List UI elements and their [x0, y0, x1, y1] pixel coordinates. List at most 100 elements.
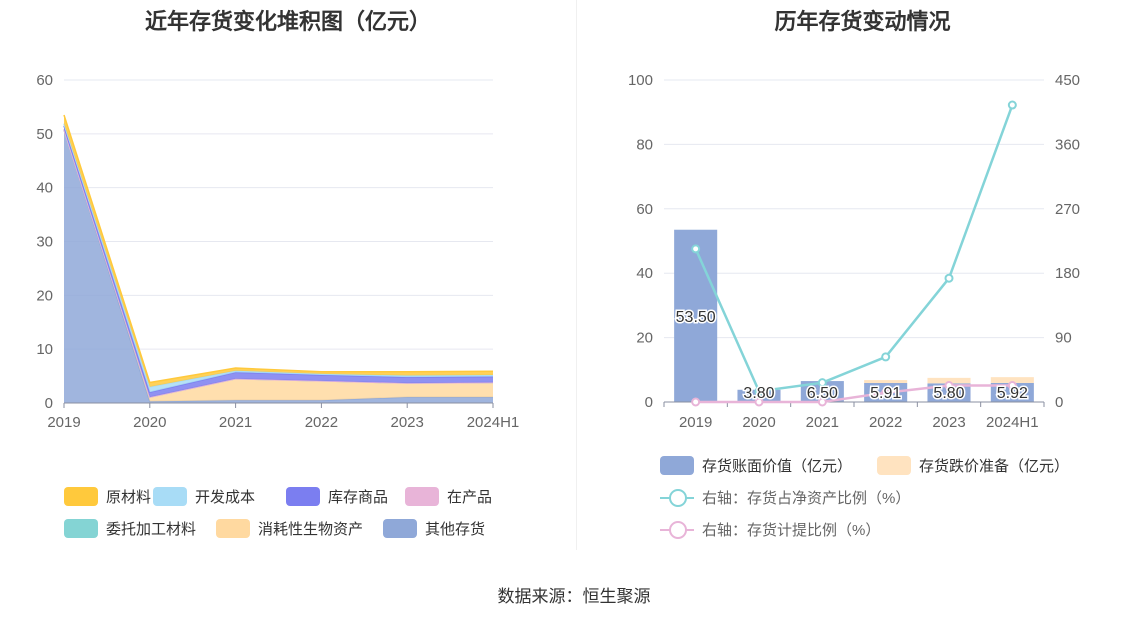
- stacked-area-chart: 0 10 20 30 40 50 60 2019 2020 2021 2022 2023 2024H1: [36, 72, 520, 431]
- legend-item[interactable]: 原材料: [64, 486, 151, 507]
- line-point: [944, 273, 954, 283]
- y2-tick-label: 0: [1055, 394, 1063, 411]
- y2-tick-label: 360: [1055, 136, 1080, 153]
- bar-data-label: 5.92: [997, 385, 1028, 402]
- bar-impairment: [990, 377, 1034, 383]
- line-point: [881, 352, 891, 362]
- legend-item[interactable]: 存货账面价值（亿元）: [660, 455, 852, 476]
- y-tick-label: 0: [45, 395, 53, 412]
- area-line-6: [63, 114, 494, 384]
- y2-tick-label: 180: [1055, 265, 1080, 282]
- x-tick-label: 2019: [47, 414, 80, 431]
- legend-swatch: [64, 487, 98, 506]
- bar-book-value: [800, 381, 844, 402]
- legend-label: 消耗性生物资产: [258, 521, 364, 538]
- legend-item[interactable]: 右轴：存货占净资产比例（%）: [660, 487, 910, 508]
- x-tick-label: 2019: [679, 414, 712, 431]
- bar-impairment: [927, 377, 971, 384]
- legend-item[interactable]: 委托加工材料: [64, 518, 196, 539]
- panel-divider: [576, 0, 577, 550]
- legend-label: 在产品: [447, 489, 493, 506]
- legend-item[interactable]: 消耗性生物资产: [216, 518, 363, 539]
- x-tick-label: 2021: [806, 414, 839, 431]
- legend-swatch: [660, 456, 694, 475]
- x-tick-label: 2020: [742, 414, 775, 431]
- x-tick-label: 2021: [219, 414, 252, 431]
- x-tick-label: 2023: [391, 414, 424, 431]
- line-point: [754, 386, 764, 396]
- right-chart-panel: 历年存货变动情况 0 20 40 60 80 100 0 90 180 270 360 450 2019…: [577, 0, 1148, 550]
- bar-book-value: [737, 389, 781, 402]
- y-tick-label: 60: [36, 72, 53, 89]
- x-tick-label: 2023: [932, 414, 965, 431]
- y-tick-label: 30: [36, 234, 53, 251]
- line-point: [944, 381, 954, 391]
- bar-data-label: 6.50: [807, 385, 838, 402]
- y-tick-label: 10: [36, 341, 53, 358]
- line-point: [1007, 381, 1017, 391]
- x-tick-label: 2024H1: [467, 414, 520, 431]
- line-point: [691, 244, 701, 254]
- left-chart-title: 近年存货变化堆积图（亿元）: [144, 9, 431, 34]
- legend-item[interactable]: 右轴：存货计提比例（%）: [660, 519, 880, 540]
- bar-data-label: 53.50: [676, 309, 716, 326]
- legend-label: 其他存货: [425, 521, 486, 538]
- bar-impairment: [864, 380, 908, 383]
- bar-line-chart: 0 20 40 60 80 100 0 90 180 270 360 450 2019 2020 2021 2…: [628, 72, 1080, 431]
- legend-label: 开发成本: [195, 489, 256, 506]
- y-tick-label: 40: [636, 265, 653, 282]
- bar-book-value: [674, 229, 718, 402]
- line-point: [754, 397, 764, 407]
- bar-data-label: 3.80: [743, 385, 774, 402]
- legend-label: 存货跌价准备（亿元）: [919, 458, 1070, 475]
- legend-swatch: [405, 487, 439, 506]
- y-tick-label: 40: [36, 180, 53, 197]
- line-point: [817, 397, 827, 407]
- x-tick-label: 2020: [133, 414, 166, 431]
- y-tick-label: 20: [636, 330, 653, 347]
- line-series-1: [695, 384, 1013, 404]
- legend-label: 库存商品: [328, 489, 389, 506]
- x-tick-label: 2022: [305, 414, 338, 431]
- legend-label: 委托加工材料: [106, 521, 197, 538]
- y2-tick-label: 270: [1055, 201, 1080, 218]
- legend-item[interactable]: 在产品: [405, 486, 492, 507]
- legend-swatch: [64, 519, 98, 538]
- left-chart-panel: 近年存货变化堆积图（亿元） 0 10 20 30 40 50 60 2019 2020 2021 2…: [0, 0, 576, 550]
- y-tick-label: 0: [645, 394, 653, 411]
- y2-tick-label: 450: [1055, 72, 1080, 89]
- line-point: [881, 388, 891, 398]
- legend-swatch: [286, 487, 320, 506]
- line-point: [691, 397, 701, 407]
- data-source: 数据来源：恒生聚源: [497, 587, 651, 606]
- legend-swatch: [660, 520, 694, 539]
- legend-label: 存货账面价值（亿元）: [702, 458, 853, 475]
- legend-swatch: [216, 519, 250, 538]
- y-tick-label: 20: [36, 287, 53, 304]
- legend-label: 右轴：存货占净资产比例（%）: [702, 490, 911, 507]
- y-tick-label: 100: [628, 72, 653, 89]
- area-series-0: [64, 129, 493, 403]
- y2-tick-label: 90: [1055, 330, 1072, 347]
- y-tick-label: 50: [36, 126, 53, 143]
- x-tick-label: 2024H1: [986, 414, 1039, 431]
- legend-item[interactable]: 其他存货: [383, 518, 485, 539]
- line-series-0: [694, 104, 1014, 393]
- bar-book-value: [990, 382, 1034, 402]
- y-tick-label: 80: [636, 136, 653, 153]
- legend-swatch: [383, 519, 417, 538]
- x-tick-label: 2022: [869, 414, 902, 431]
- legend-swatch: [877, 456, 911, 475]
- y-tick-label: 60: [636, 201, 653, 218]
- legend-item[interactable]: 开发成本: [153, 486, 255, 507]
- legend-swatch: [153, 487, 187, 506]
- right-chart-title: 历年存货变动情况: [774, 9, 951, 34]
- line-point: [817, 378, 827, 388]
- legend-swatch: [660, 488, 694, 507]
- line-point: [1007, 100, 1017, 110]
- legend-label: 右轴：存货计提比例（%）: [702, 522, 881, 539]
- legend-item[interactable]: 库存商品: [286, 486, 388, 507]
- bar-data-label: 5.91: [870, 385, 901, 402]
- legend-item[interactable]: 存货跌价准备（亿元）: [877, 455, 1069, 476]
- legend-label: 原材料: [106, 489, 152, 506]
